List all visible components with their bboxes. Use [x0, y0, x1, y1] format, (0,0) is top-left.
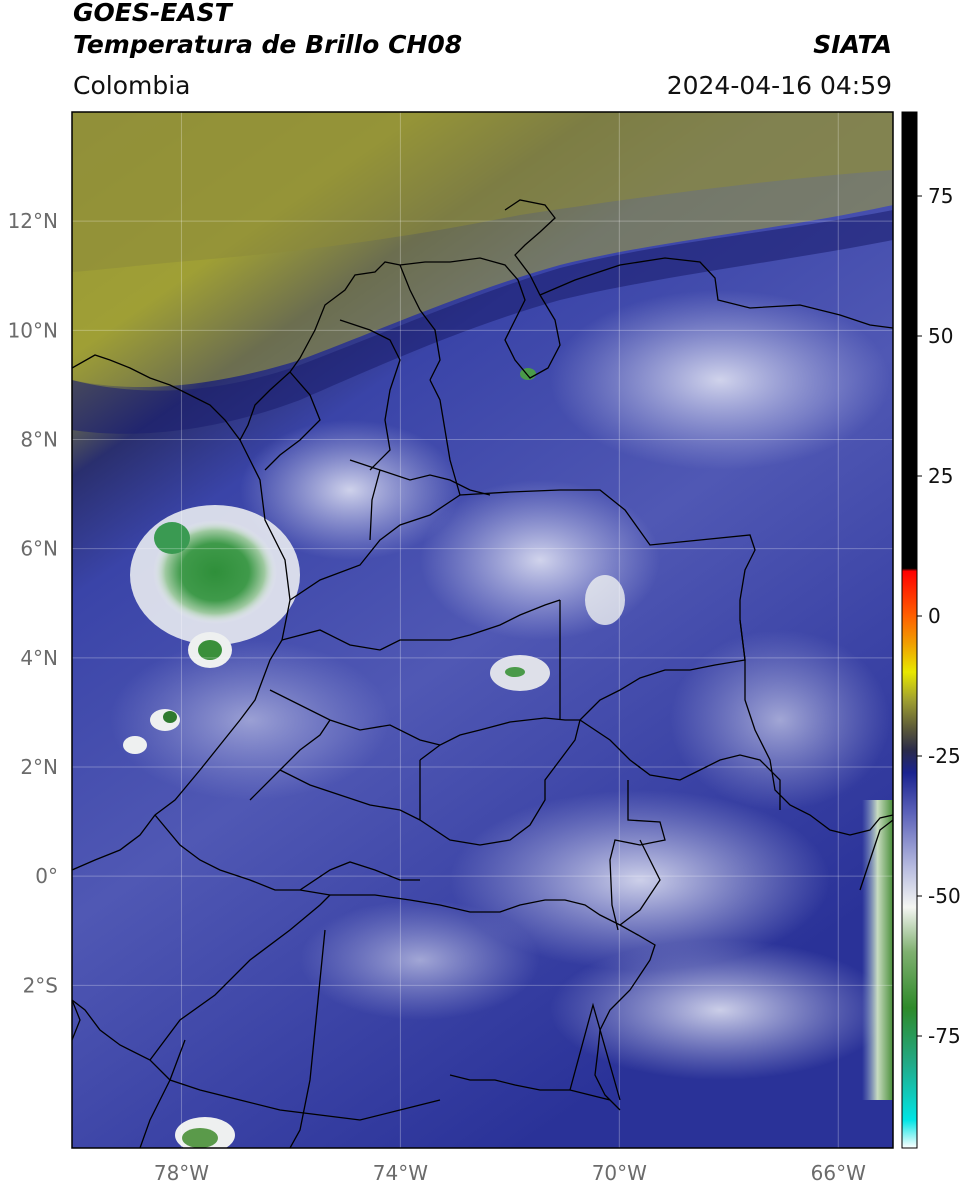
country-boundaries: [72, 199, 893, 1148]
lat-tick-labels: 12°N 10°N 8°N 6°N 4°N 2°N 0° 2°S: [8, 209, 58, 997]
lon-tick-labels: 78°W 74°W 70°W 66°W: [154, 1161, 866, 1185]
colorbar-tick-label: -75: [928, 1024, 961, 1048]
lat-tick-label: 0°: [35, 864, 58, 888]
lon-tick-label: 66°W: [811, 1161, 866, 1185]
colorbar-tick-label: 50: [928, 324, 953, 348]
agency-label: SIATA: [813, 30, 892, 59]
lat-tick-label: 4°N: [20, 646, 58, 670]
colorbar-tick-label: 0: [928, 604, 941, 628]
lon-tick-label: 78°W: [154, 1161, 209, 1185]
lat-tick-label: 12°N: [8, 209, 58, 233]
region-label: Colombia: [73, 71, 191, 100]
title-product: Temperatura de Brillo CH08: [73, 30, 463, 59]
lat-tick-label: 10°N: [8, 318, 58, 342]
colorbar-tick-label: -25: [928, 744, 961, 768]
lon-tick-label: 70°W: [592, 1161, 647, 1185]
colorbar-tick-label: 25: [928, 464, 953, 488]
lat-tick-label: 8°N: [20, 428, 58, 452]
lat-tick-label: 2°S: [23, 973, 58, 997]
lat-tick-label: 2°N: [20, 755, 58, 779]
colorbar-tick-label: 75: [928, 184, 953, 208]
satellite-field: [72, 112, 893, 1148]
title-satellite: GOES-EAST: [73, 0, 232, 27]
lon-tick-label: 74°W: [373, 1161, 428, 1185]
colorbar-tick-label: -50: [928, 884, 961, 908]
gridlines: [72, 112, 893, 1148]
datetime-label: 2024-04-16 04:59: [666, 71, 892, 100]
colorbar: 75 50 25 0 -25 -50 -75: [901, 111, 961, 1149]
map-frame: [71, 111, 894, 1149]
lat-tick-label: 6°N: [20, 537, 58, 561]
